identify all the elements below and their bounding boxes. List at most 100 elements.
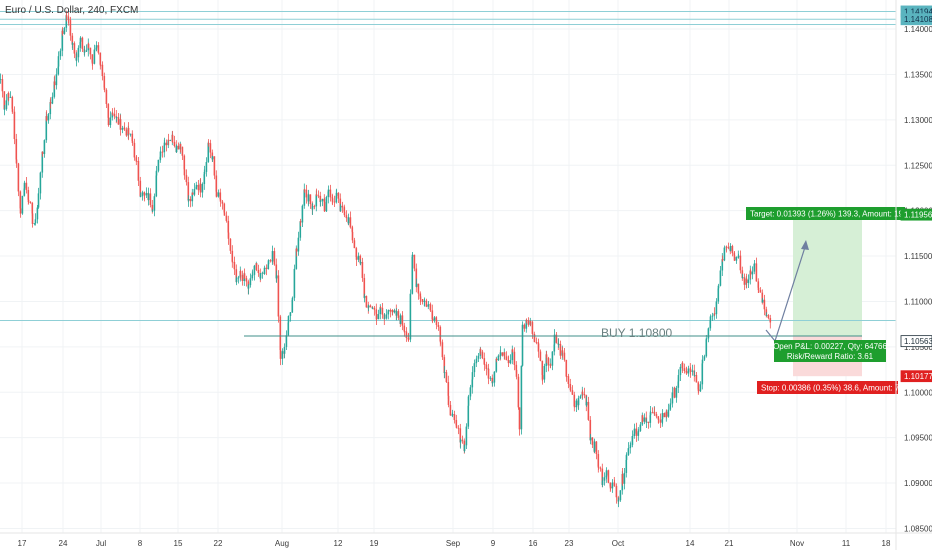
candle-body [83, 51, 86, 53]
candle-body [593, 441, 596, 452]
candle-body [411, 256, 414, 294]
candle-body [571, 390, 574, 395]
candle-body [241, 274, 244, 282]
candle-body [147, 193, 150, 200]
candle-body [36, 207, 39, 220]
candle-body [419, 296, 422, 300]
candle-body [91, 54, 94, 63]
candle-body [487, 368, 490, 379]
candle-body [379, 307, 382, 315]
candle-body [451, 414, 454, 415]
candle-body [43, 140, 46, 155]
candle-body [518, 407, 521, 430]
candle-body [633, 433, 636, 437]
candle-body [387, 311, 390, 315]
candle-body [753, 263, 756, 272]
candle-body [345, 215, 348, 219]
candle-body [11, 108, 14, 112]
candle-body [719, 270, 722, 286]
candle-body [89, 47, 92, 55]
candle-body [607, 470, 610, 483]
candle-body [481, 351, 484, 359]
candle-body [203, 174, 206, 185]
candle-body [455, 425, 458, 428]
time-axis[interactable]: 17 24 Jul 8 15 22 Aug 12 19 Sep 9 16 23 Oct 14 21 Nov 11 1… [18, 539, 891, 548]
candle-body [27, 190, 30, 200]
price-tag-label: 1.14194 [904, 7, 932, 16]
candle-body [21, 195, 24, 214]
candle-body [79, 37, 82, 42]
candle-body [671, 392, 674, 404]
candle-body [655, 414, 658, 417]
candle-body [669, 403, 672, 405]
candle-body [733, 255, 736, 261]
candle-body [223, 203, 226, 213]
candle-body [369, 305, 372, 308]
candle-body [705, 338, 708, 340]
candle-body [33, 223, 36, 225]
candle-body [67, 16, 70, 19]
candle-body [537, 343, 540, 352]
candle-body [77, 47, 80, 58]
candle-body [757, 287, 760, 291]
candle-body [441, 342, 444, 358]
candle-body [29, 201, 32, 204]
candle-body [53, 81, 56, 86]
candle-body [641, 415, 644, 422]
candle-body [109, 117, 112, 126]
candle-body [259, 273, 262, 279]
candle-body [119, 119, 122, 130]
candle-body [395, 311, 398, 316]
candle-body [375, 313, 378, 320]
price-tag: 1.11956 [900, 208, 932, 221]
candle-body [341, 205, 344, 208]
candle-body [157, 159, 160, 171]
candle-body [457, 427, 460, 429]
candle-body [635, 428, 638, 436]
candle-body [61, 30, 64, 34]
candle-body [761, 299, 764, 303]
candle-body [215, 175, 218, 192]
candle-body [549, 364, 552, 366]
candle-body [601, 480, 604, 485]
candle-body [187, 198, 190, 201]
candle-body [57, 66, 60, 75]
candle-body [11, 97, 14, 109]
candle-body [711, 315, 714, 317]
candle-body [249, 278, 252, 286]
candle-body [161, 151, 164, 153]
candle-body [429, 304, 432, 311]
candle-body [247, 285, 250, 289]
candle-body [143, 194, 146, 196]
y-tick-label: 1.09000 [904, 479, 932, 488]
candle-body [267, 260, 270, 265]
price-axis[interactable]: 1.140001.135001.130001.125001.120001.115… [904, 25, 932, 533]
candle-body [503, 352, 506, 357]
candle-body [627, 448, 630, 456]
candle-body [491, 382, 494, 384]
candle-body [751, 271, 754, 275]
candle-body [701, 363, 704, 385]
candle-body [679, 366, 682, 376]
y-tick-label: 1.13000 [904, 116, 932, 125]
candle-body [601, 468, 604, 485]
candle-body [45, 116, 48, 141]
candle-body [511, 349, 514, 361]
candle-body [485, 364, 488, 370]
candle-body [117, 117, 120, 125]
candle-body [585, 401, 588, 406]
candle-body [569, 386, 572, 391]
candle-body [137, 160, 140, 181]
candle-body [299, 221, 302, 238]
candle-body [189, 198, 192, 202]
candle-body [163, 142, 166, 146]
candle-body [613, 483, 616, 486]
candle-body [409, 293, 412, 340]
candle-body [181, 146, 184, 156]
candle-body [675, 387, 678, 398]
candle-body [135, 160, 138, 162]
candle-body [39, 172, 42, 194]
candle-body [31, 203, 34, 214]
candle-body [167, 139, 170, 141]
